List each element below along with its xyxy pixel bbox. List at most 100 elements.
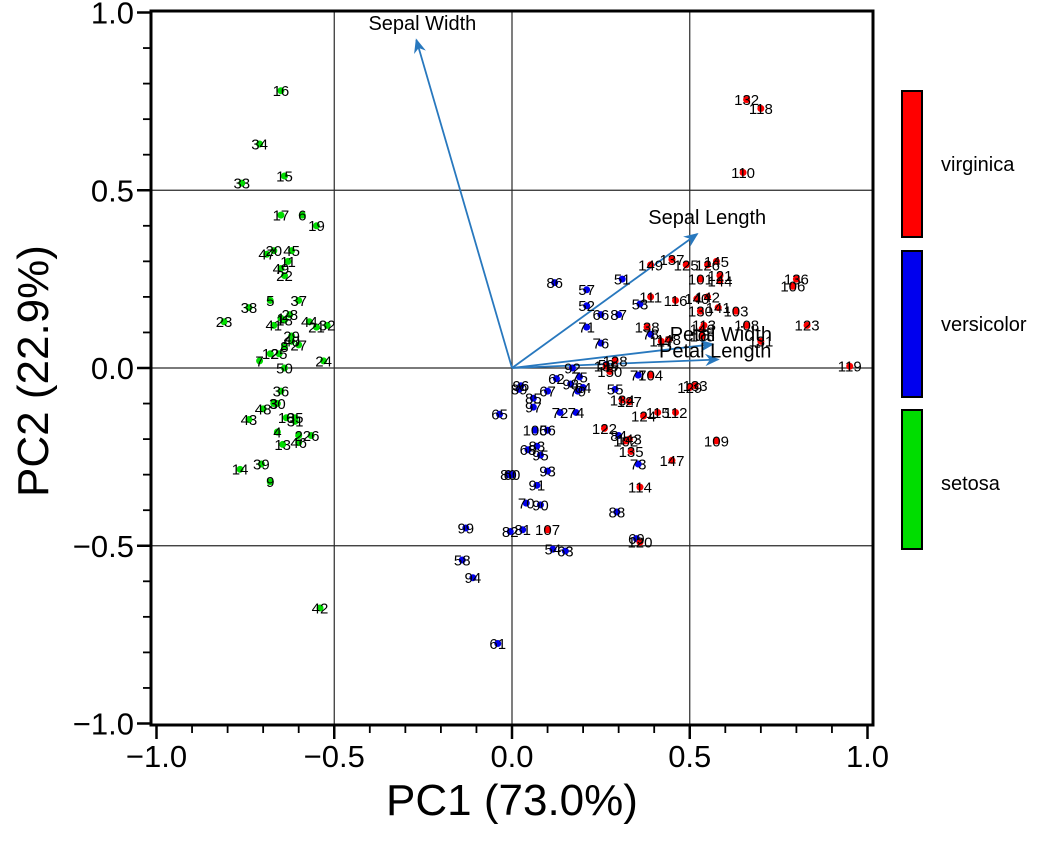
point-dot-versicolor: [561, 547, 569, 555]
point-label-setosa: 12: [262, 346, 279, 363]
point-dot-setosa: [256, 140, 264, 148]
point-dot-virginica: [696, 307, 704, 315]
point-dot-virginica: [743, 321, 751, 329]
point-dot-versicolor: [556, 408, 564, 416]
point-dot-versicolor: [458, 556, 466, 564]
point-label-versicolor: 91: [529, 478, 546, 495]
point-label-setosa: 22: [276, 268, 293, 285]
point-dot-versicolor: [576, 373, 584, 381]
point-label-setosa: 24: [315, 353, 332, 370]
point-label-setosa: 32: [319, 318, 336, 335]
point-label-setosa: 4: [273, 424, 281, 441]
point-label-virginica: 112: [664, 405, 688, 422]
point-label-virginica: 131: [748, 334, 773, 351]
point-label-versicolor: 76: [593, 336, 610, 353]
point-label-virginica: 101: [688, 272, 713, 289]
point-label-versicolor: 71: [578, 320, 595, 337]
point-label-setosa: 48: [255, 401, 272, 418]
point-dot-virginica: [789, 282, 797, 290]
point-dot-setosa: [277, 387, 285, 395]
point-dot-setosa: [236, 465, 244, 473]
point-dot-virginica: [743, 96, 751, 104]
point-dot-setosa: [280, 172, 288, 180]
point-dot-versicolor: [494, 640, 502, 648]
legend-label-versicolor: versicolor: [941, 314, 1027, 336]
point-dot-versicolor: [549, 545, 557, 553]
point-dot-virginica: [647, 261, 655, 269]
point-label-versicolor: 65: [491, 407, 508, 424]
point-label-virginica: 119: [838, 359, 862, 376]
point-dot-setosa: [279, 440, 287, 448]
point-label-versicolor: 83: [529, 439, 546, 456]
point-dot-virginica: [600, 424, 608, 432]
point-label-virginica: 114: [628, 479, 652, 496]
point-label-virginica: 137: [659, 252, 684, 269]
point-label-versicolor: 99: [457, 520, 474, 537]
point-dot-versicolor: [583, 323, 591, 331]
point-label-setosa: 3: [270, 396, 278, 413]
point-label-setosa: 34: [251, 136, 268, 153]
point-label-virginica: 135: [619, 444, 644, 461]
point-dot-versicolor: [613, 508, 621, 516]
point-label-versicolor: 53: [632, 296, 649, 313]
point-label-virginica: 107: [535, 522, 560, 539]
point-label-setosa: 6: [298, 208, 306, 225]
point-dot-virginica: [757, 104, 765, 112]
point-label-setosa: 17: [273, 208, 290, 225]
legend-swatch-versicolor: [901, 250, 923, 398]
point-dot-virginica: [712, 437, 720, 445]
point-dot-virginica: [668, 456, 676, 464]
point-dot-virginica: [657, 337, 665, 345]
point-label-versicolor: 80: [500, 467, 517, 484]
point-dot-setosa: [295, 296, 303, 304]
point-dot-versicolor: [517, 382, 525, 390]
point-dot-setosa: [298, 211, 306, 219]
point-dot-setosa: [312, 222, 320, 230]
point-label-setosa: 36: [273, 384, 290, 401]
point-dot-versicolor: [636, 300, 644, 308]
point-dot-versicolor: [522, 499, 530, 507]
point-label-setosa: 37: [290, 293, 307, 310]
point-dot-versicolor: [597, 311, 605, 319]
point-dot-setosa: [295, 439, 303, 447]
point-label-setosa: 33: [233, 176, 250, 193]
point-label-versicolor: 63: [557, 543, 574, 560]
legend-swatch-setosa: [901, 409, 923, 550]
point-label-setosa: 49: [273, 261, 290, 278]
point-label-versicolor: 55: [607, 382, 624, 399]
point-dot-versicolor: [533, 442, 541, 450]
point-label-versicolor: 98: [562, 376, 579, 393]
point-dot-virginica: [691, 382, 699, 390]
point-label-setosa: 47: [258, 247, 275, 264]
point-dot-setosa: [295, 341, 303, 349]
y-axis-title: PC2 (22.9%): [9, 191, 59, 551]
point-label-virginica: 149: [638, 257, 663, 274]
point-dot-virginica: [664, 336, 672, 344]
point-label-setosa: 25: [271, 346, 288, 363]
point-label-versicolor: 77: [630, 368, 647, 385]
point-label-virginica: 103: [723, 304, 748, 321]
point-dot-setosa: [316, 604, 324, 612]
point-label-setosa: 20: [265, 243, 282, 260]
point-label-versicolor: 59: [598, 357, 615, 374]
point-dot-versicolor: [611, 385, 619, 393]
point-label-versicolor: 79: [569, 384, 586, 401]
point-label-virginica: 123: [795, 318, 820, 335]
point-dot-virginica: [625, 398, 633, 406]
point-label-versicolor: 95: [532, 447, 549, 464]
point-label-virginica: 147: [659, 453, 684, 470]
point-label-virginica: 143: [617, 432, 642, 449]
point-dot-versicolor: [568, 364, 576, 372]
point-dot-versicolor: [529, 403, 537, 411]
point-label-virginica: 144: [707, 273, 732, 290]
point-label-setosa: 39: [253, 456, 270, 473]
point-label-virginica: 138: [635, 320, 660, 337]
point-label-virginica: 118: [749, 101, 773, 118]
point-label-virginica: 130: [688, 304, 713, 321]
point-dot-virginica: [732, 307, 740, 315]
point-label-virginica: 117: [649, 334, 673, 351]
point-dot-setosa: [277, 87, 285, 95]
point-label-versicolor: 97: [525, 400, 542, 417]
